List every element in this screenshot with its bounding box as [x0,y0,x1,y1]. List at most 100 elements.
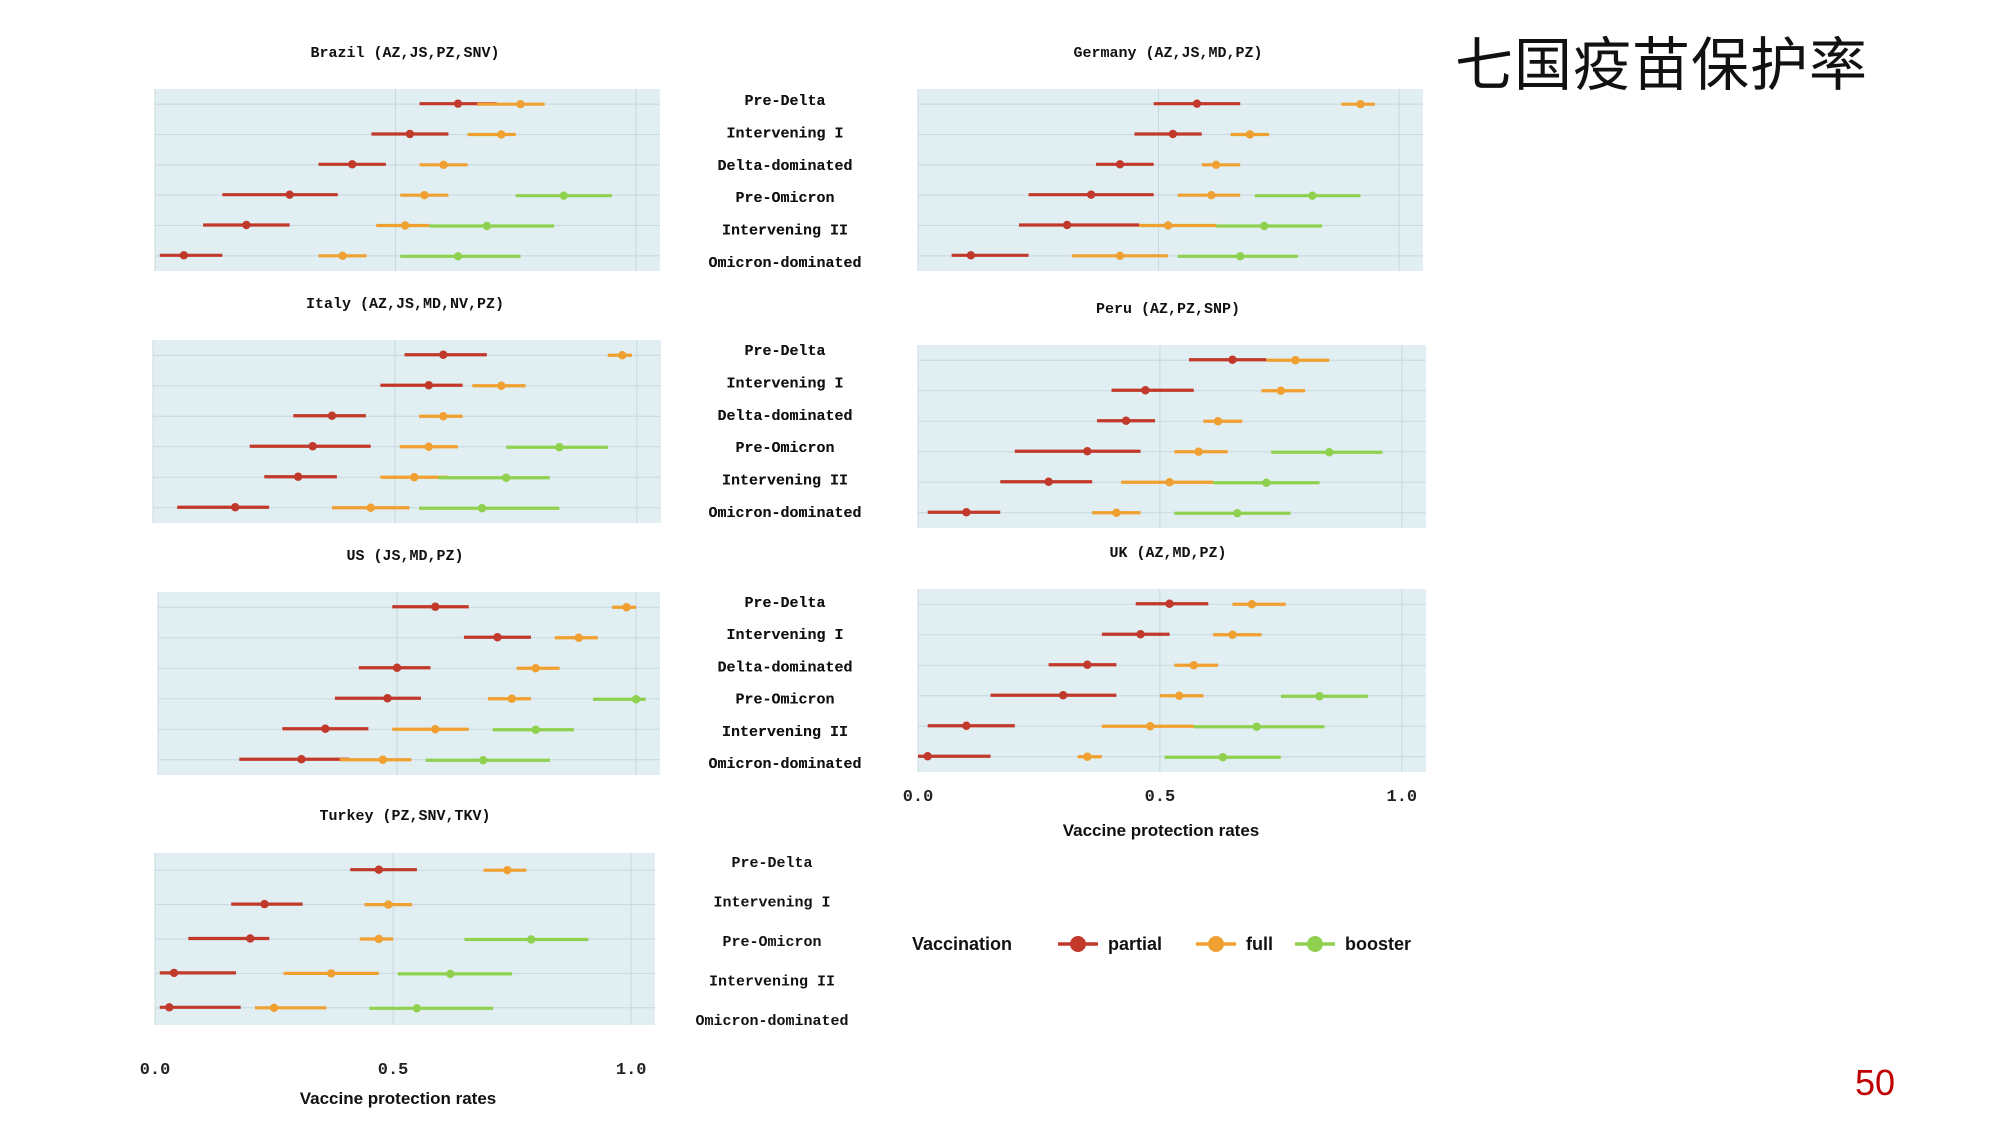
full-point [400,221,410,230]
partial-point [431,602,440,611]
full-point [1163,221,1173,230]
booster-point [477,504,487,513]
category-label: Omicron-dominated [708,255,861,272]
legend-title: Vaccination [912,934,1012,954]
full-point [516,99,525,109]
partial-point [308,442,317,451]
full-point [1356,99,1365,109]
panel-brazil: Brazil (AZ,JS,PZ,SNV) Pre-Delta Intervenin… [154,45,862,272]
panel-title: Turkey (PZ,SNV,TKV) [319,808,490,825]
full-point [269,1003,279,1012]
category-label: Pre-Delta [744,343,825,360]
category-label: Intervening II [722,223,848,240]
x-tick-label: 1.0 [616,1061,647,1080]
category-label: Intervening II [722,473,848,490]
full-point [439,412,448,421]
category-label: Delta-dominated [717,659,852,676]
category-label: Pre-Delta [744,343,825,360]
category-label: Intervening II [722,724,848,741]
partial-point [165,1003,174,1012]
partial-point [297,755,306,764]
category-label: Delta-dominated [717,158,852,175]
category-label: Omicron-dominated [708,756,861,773]
panel-background [918,589,1426,772]
category-label: Pre-Omicron [722,934,821,951]
panel-us: US (JS,MD,PZ) Pre-Delta Intervening I Delta… [157,548,862,775]
booster-point [482,221,492,231]
category-label: Intervening I [726,627,843,644]
full-point [531,664,540,673]
category-label: Intervening I [726,375,843,392]
booster-point [531,725,540,734]
slide-number: 50 [1855,1062,1896,1103]
category-label: Intervening I [726,375,843,392]
full-point [1175,691,1184,700]
category-label: Intervening II [722,724,848,741]
booster-point [526,935,536,944]
partial-point [246,934,255,943]
x-axis-right: 0.0 0.5 1.0 Vaccine protection rates [903,788,1417,840]
full-point [378,755,387,764]
partial-point [392,663,402,672]
panel-background [158,592,660,775]
category-label: Delta-dominated [717,659,852,676]
x-tick-label: 0.0 [903,788,934,807]
booster-point [1308,191,1317,200]
partial-point [439,350,448,359]
full-point [1228,630,1237,639]
full-point [1245,130,1255,139]
x-axis-title: Vaccine protection rates [300,1089,497,1108]
partial-point [1168,129,1178,139]
category-label: Omicron-dominated [708,255,861,272]
full-point [1276,386,1286,395]
legend-label: full [1246,934,1273,954]
panel-turkey: Turkey (PZ,SNV,TKV) Pre-Delta Intervening … [154,808,849,1030]
partial-point [293,472,303,481]
legend-key-point [1070,936,1086,952]
booster-point [1260,221,1269,231]
panel-background [155,89,660,271]
category-label: Pre-Delta [731,855,812,872]
full-point [1146,722,1155,731]
partial-point [383,694,392,703]
panel-uk: UK (AZ,MD,PZ) Pre-Delta Intervening I Delta… [708,545,1426,773]
panel-background [918,89,1423,271]
legend-label: partial [1108,934,1162,954]
booster-point [1233,509,1242,518]
partial-point [966,251,976,260]
partial-point [962,721,971,730]
legend-label: booster [1345,934,1411,954]
full-point [424,442,433,451]
full-point [1291,356,1300,365]
x-axis-title: Vaccine protection rates [1063,821,1260,840]
x-axis-left: 0.0 0.5 1.0 Vaccine protection rates [140,1061,647,1108]
full-point [366,503,375,512]
x-tick-label: 0.5 [378,1061,409,1080]
category-label: Delta-dominated [717,158,852,175]
partial-point [179,251,189,260]
panel-title: Germany (AZ,JS,MD,PZ) [1073,45,1262,62]
panel-background [918,345,1426,528]
full-point [1112,508,1121,517]
category-label: Pre-Omicron [735,692,834,709]
booster-point [1218,753,1228,762]
category-label: Pre-Omicron [735,692,834,709]
partial-point [1086,190,1096,199]
full-point [1247,600,1257,609]
booster-point [1325,448,1334,457]
partial-point [169,968,179,978]
category-label: Omicron-dominated [708,505,861,522]
partial-point [1228,355,1237,364]
partial-point [424,381,433,390]
category-label: Omicron-dominated [708,756,861,773]
full-point [497,130,506,139]
partial-point [453,99,463,108]
partial-point [260,899,269,909]
partial-point [374,865,384,874]
full-point [503,866,512,875]
booster-point [446,969,455,979]
partial-point [242,220,251,230]
full-point [410,473,419,482]
partial-point [405,129,415,139]
booster-point [412,1004,422,1013]
